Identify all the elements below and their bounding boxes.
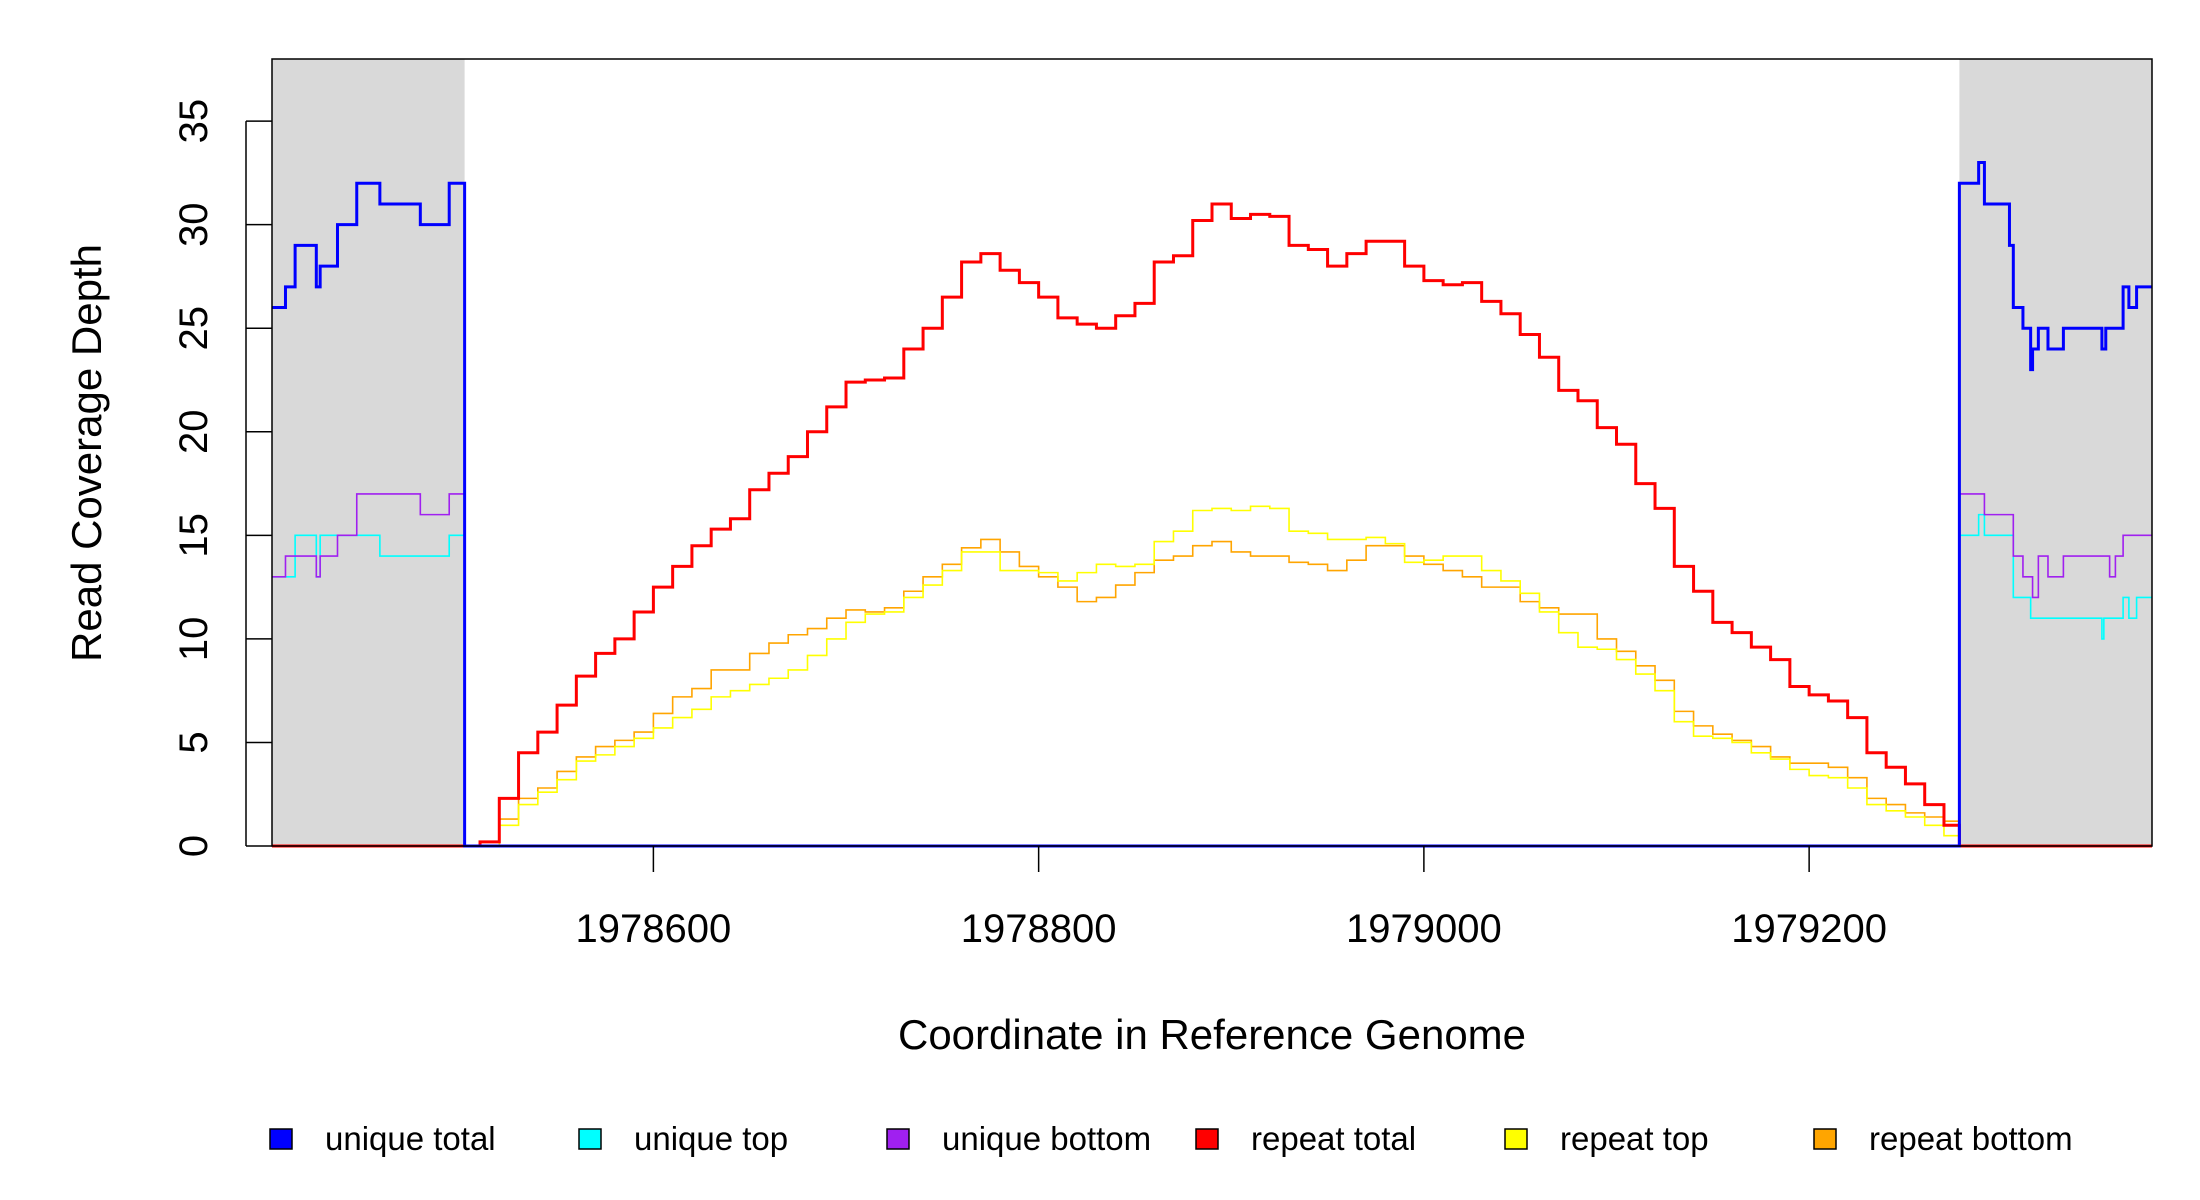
shaded-regions bbox=[272, 59, 2152, 846]
legend-swatch bbox=[1813, 1128, 1837, 1150]
x-tick-label: 1979000 bbox=[1346, 907, 1502, 951]
legend-label: repeat total bbox=[1251, 1120, 1416, 1157]
series-unique-bottom bbox=[272, 493, 2152, 847]
y-tick-label: 30 bbox=[172, 202, 216, 247]
shaded-region bbox=[272, 59, 465, 846]
series-repeat-total bbox=[272, 202, 2152, 848]
legend-swatch bbox=[886, 1128, 910, 1150]
y-tick-label: 15 bbox=[172, 513, 216, 558]
legend-swatch bbox=[578, 1128, 602, 1150]
x-tick-label: 1978800 bbox=[961, 907, 1117, 951]
legend: unique total unique top unique bottom repea… bbox=[269, 1120, 2073, 1157]
y-axis: 0 5 10 15 20 25 30 35 bbox=[172, 99, 272, 857]
series-unique-total bbox=[272, 161, 2152, 848]
legend-label: repeat bottom bbox=[1869, 1120, 2073, 1157]
series-repeat-top bbox=[272, 505, 2152, 847]
legend-item: repeat total bbox=[1195, 1120, 1416, 1157]
legend-item: repeat top bbox=[1504, 1120, 1709, 1157]
legend-item: unique total bbox=[269, 1120, 496, 1157]
legend-item: unique bottom bbox=[886, 1120, 1151, 1157]
legend-item: repeat bottom bbox=[1813, 1120, 2073, 1157]
y-tick-label: 10 bbox=[172, 617, 216, 662]
series-lines bbox=[272, 161, 2152, 848]
legend-label: unique total bbox=[325, 1120, 496, 1157]
y-tick-label: 20 bbox=[172, 410, 216, 455]
plot-frame bbox=[271, 58, 2153, 847]
x-axis-title: Coordinate in Reference Genome bbox=[898, 1011, 1526, 1058]
y-tick-label: 5 bbox=[172, 731, 216, 753]
y-tick-label: 0 bbox=[172, 835, 216, 857]
x-tick-label: 1979200 bbox=[1731, 907, 1887, 951]
legend-label: unique top bbox=[634, 1120, 788, 1157]
y-tick-label: 25 bbox=[172, 306, 216, 351]
legend-label: unique bottom bbox=[942, 1120, 1151, 1157]
series-repeat-bottom bbox=[272, 538, 2152, 847]
y-axis-title: Read Coverage Depth bbox=[63, 244, 110, 662]
series-unique-top bbox=[272, 513, 2152, 847]
legend-item: unique top bbox=[578, 1120, 788, 1157]
legend-swatch bbox=[1195, 1128, 1219, 1150]
legend-label: repeat top bbox=[1560, 1120, 1709, 1157]
y-tick-label: 35 bbox=[172, 99, 216, 144]
legend-swatch bbox=[269, 1128, 293, 1150]
shaded-region bbox=[1959, 59, 2152, 846]
legend-swatch bbox=[1504, 1128, 1528, 1150]
x-axis: 1978600 1978800 1979000 1979200 bbox=[576, 846, 1887, 951]
x-tick-label: 1978600 bbox=[576, 907, 732, 951]
